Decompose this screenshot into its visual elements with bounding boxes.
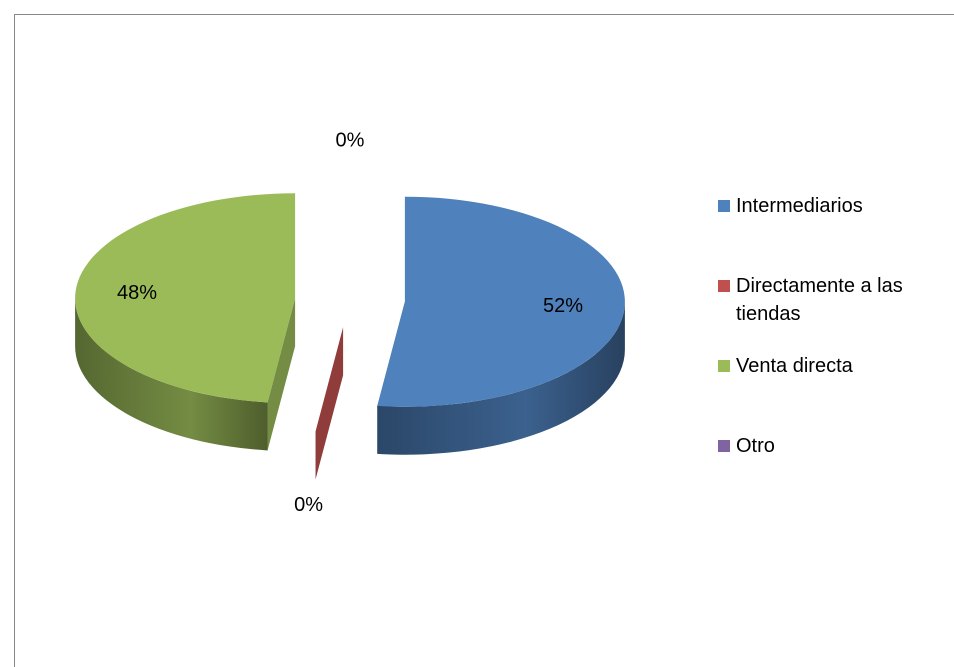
- data-label: 52%: [543, 295, 583, 317]
- legend: Intermediarios Directamente a las tiendas…: [718, 192, 948, 512]
- slice-tops: [75, 193, 625, 432]
- legend-item: Otro: [718, 432, 948, 512]
- legend-swatch: [718, 280, 730, 292]
- legend-label: Otro: [736, 435, 775, 457]
- legend-swatch: [718, 360, 730, 372]
- data-label: 0%: [336, 130, 365, 152]
- slice: [377, 196, 625, 407]
- slice-wall: [377, 301, 625, 455]
- legend-swatch: [718, 200, 730, 212]
- slice-side: [267, 298, 296, 451]
- legend-label: Venta directa: [736, 355, 853, 377]
- slice-side: [315, 327, 344, 480]
- slice: [75, 193, 296, 403]
- slice-wall: [75, 298, 268, 451]
- chart-frame: [14, 14, 954, 667]
- legend-swatch: [718, 440, 730, 452]
- legend-item: Intermediarios: [718, 192, 948, 272]
- data-label: 48%: [117, 282, 157, 304]
- legend-item: Venta directa: [718, 352, 948, 432]
- data-label: 0%: [294, 494, 323, 516]
- legend-item: Directamente a las tiendas: [718, 272, 948, 352]
- legend-label: Intermediarios: [736, 195, 863, 217]
- legend-label: Directamente a las tiendas: [736, 275, 903, 325]
